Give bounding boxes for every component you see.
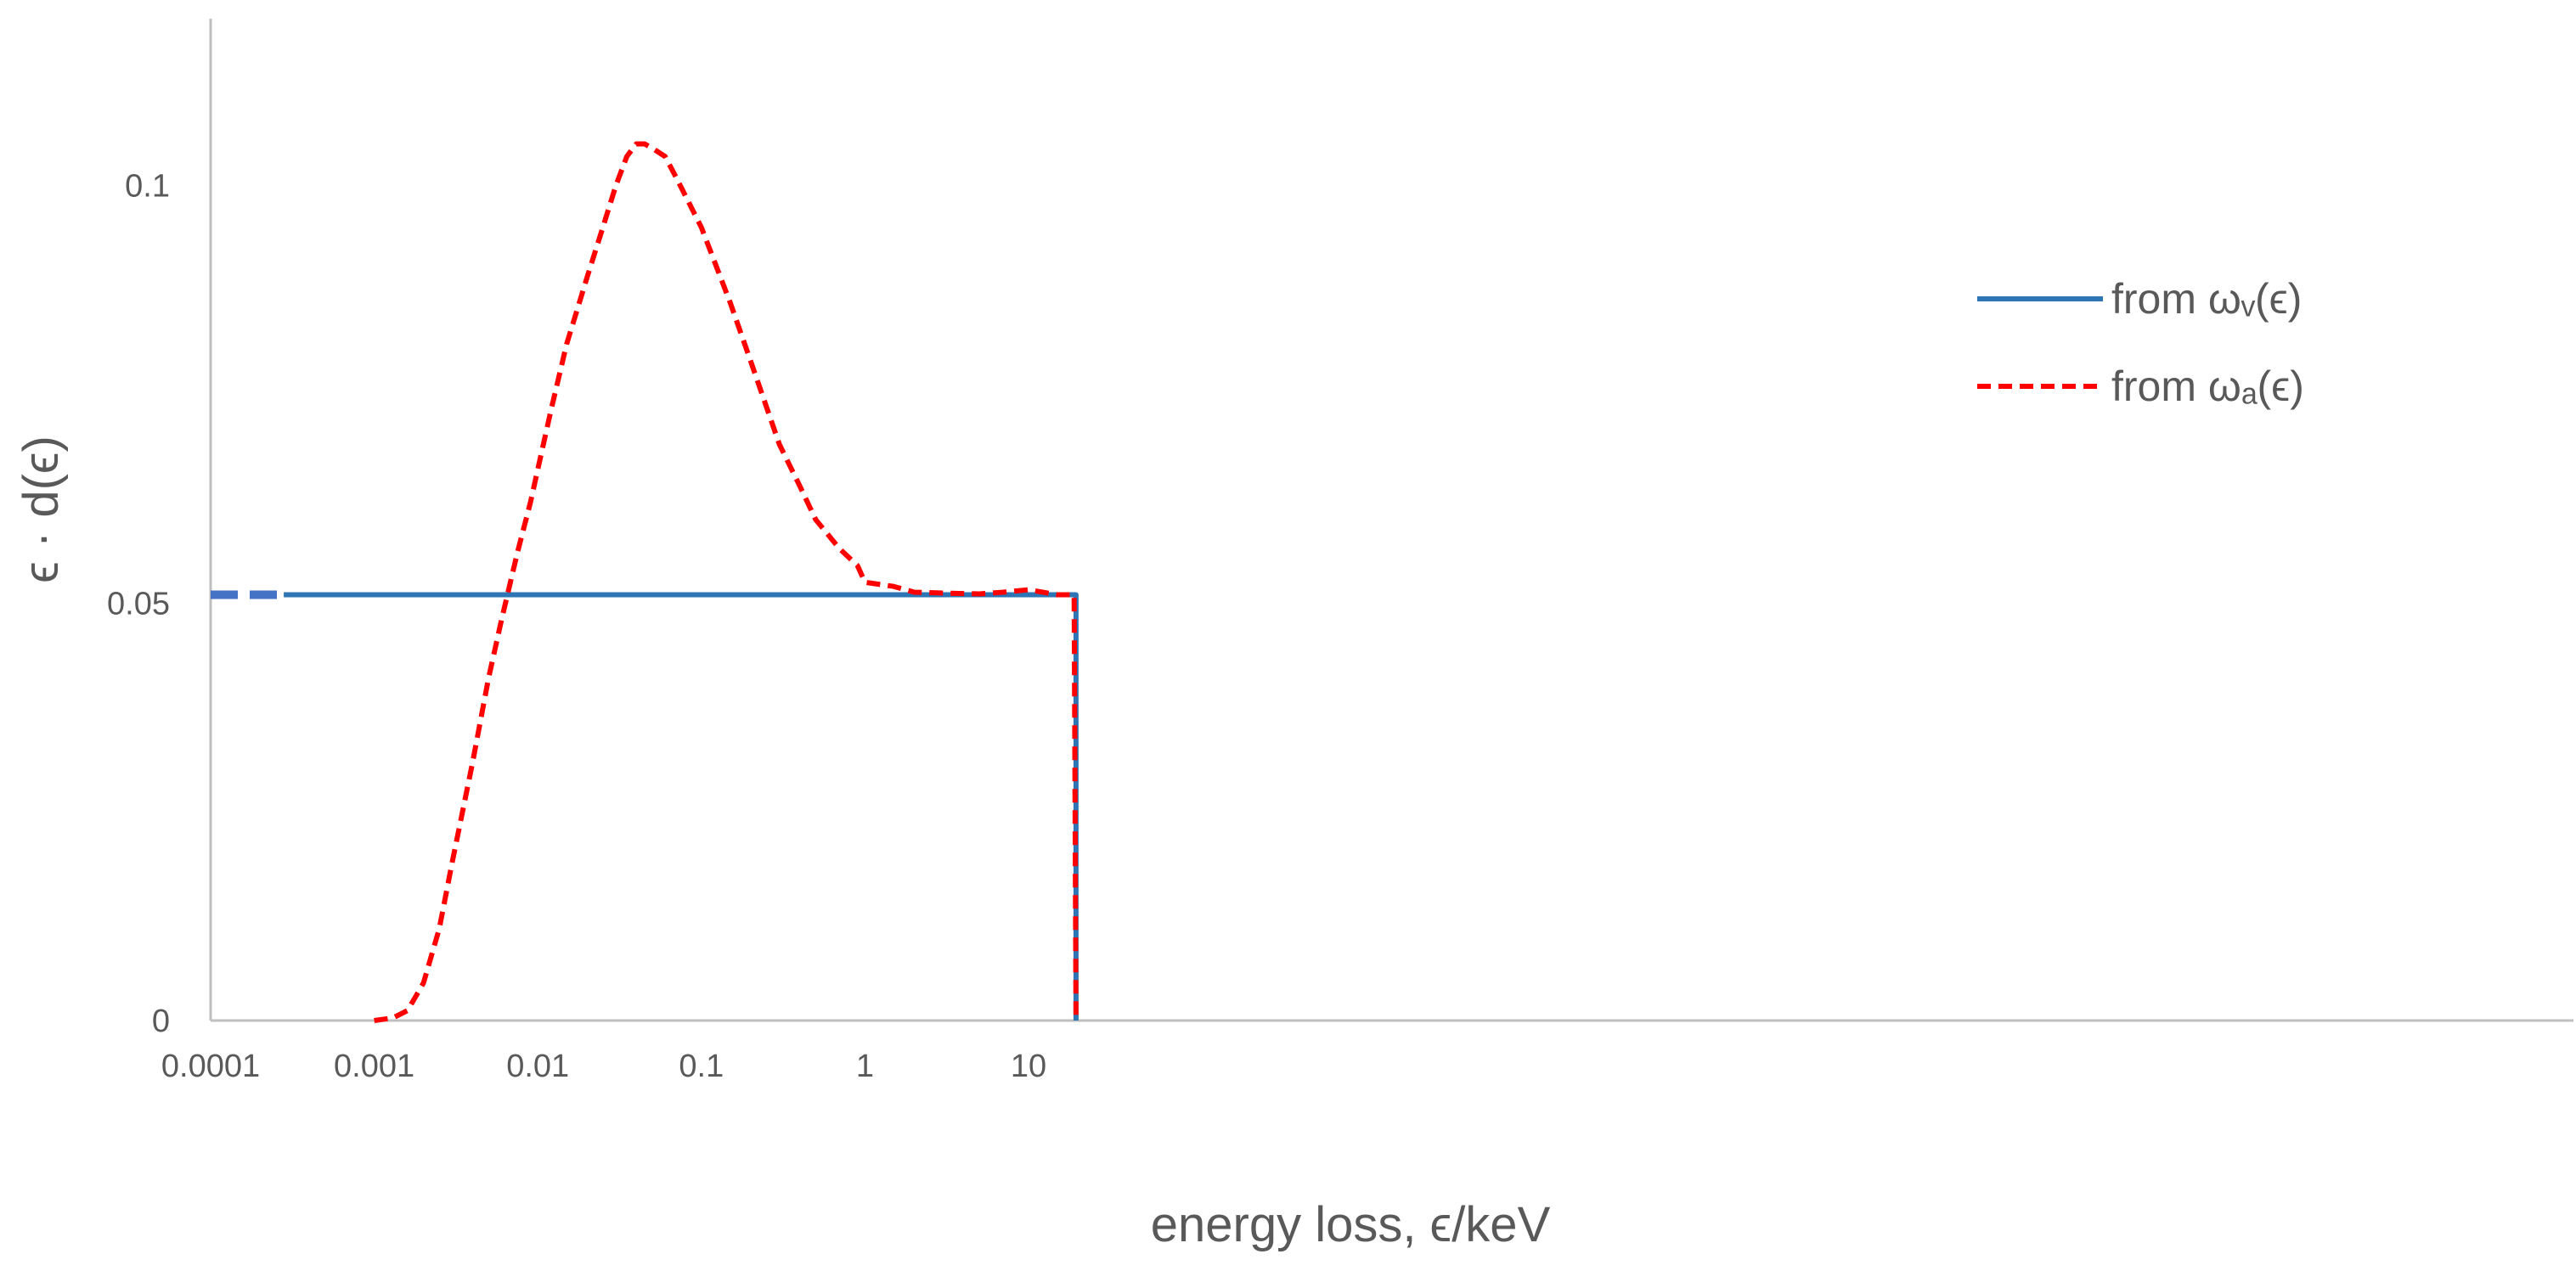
- x-tick-label: 1: [856, 1049, 874, 1084]
- y-tick-label: 0.05: [107, 586, 170, 621]
- series-line-omega-a: [374, 141, 1079, 1023]
- x-axis-title: energy loss, ϵ/keV: [1151, 1197, 1551, 1252]
- x-tick-label: 0.1: [679, 1049, 724, 1084]
- series-lines: [211, 141, 1079, 1023]
- tick-labels: 0.0001 0.001 0.01 0.1 1 10 0 0.05 0.1: [107, 169, 1046, 1084]
- legend-label-omega-a: from ωₐ(ϵ): [2111, 363, 2304, 410]
- series-line-omega-v: [284, 592, 1079, 1021]
- y-tick-label: 0: [152, 1004, 170, 1039]
- axis-titles: energy loss, ϵ/keV ϵ · d(ϵ): [14, 436, 1551, 1252]
- y-axis-title: ϵ · d(ϵ): [14, 436, 69, 583]
- x-tick-label: 10: [1011, 1049, 1046, 1084]
- x-tick-label: 0.01: [506, 1049, 569, 1084]
- x-tick-label: 0.0001: [161, 1049, 260, 1084]
- x-tick-label: 0.001: [334, 1049, 414, 1084]
- axes: [209, 19, 2573, 1022]
- y-tick-label: 0.1: [125, 169, 170, 205]
- legend-label-omega-v: from ωᵥ(ϵ): [2111, 275, 2302, 323]
- legend: from ωᵥ(ϵ) from ωₐ(ϵ): [1977, 275, 2304, 410]
